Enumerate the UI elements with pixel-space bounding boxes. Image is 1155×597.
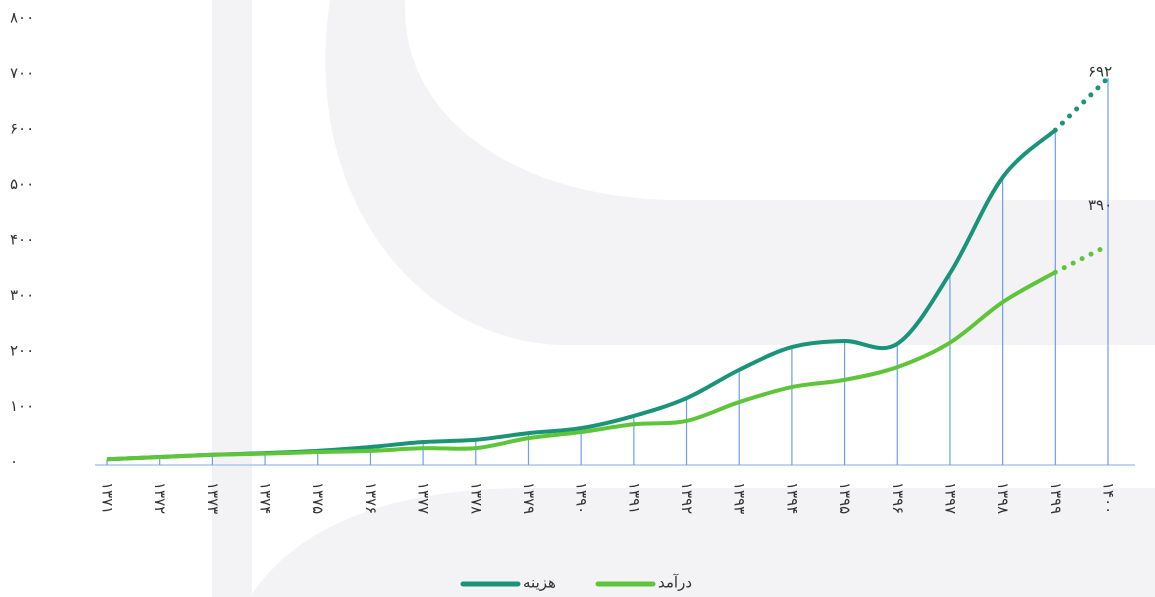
x-tick-label: ۱۳۷۷: [415, 482, 433, 514]
y-tick-label: ۵۰۰: [10, 175, 34, 193]
background-shape: [250, 488, 1155, 597]
x-tick-label: ۱۳۷۲: [151, 482, 169, 514]
x-tick-label: ۱۳۹۹: [1047, 482, 1065, 514]
x-tick-label: ۱۳۹۲: [678, 482, 696, 514]
x-tick-label: ۱۳۷۱: [99, 482, 117, 514]
x-tick-label: ۱۳۹۵: [836, 482, 854, 514]
series-line-forecast: [1052, 75, 1111, 133]
x-tick-label: ۱۳۷۸: [467, 482, 485, 514]
x-tick-label: ۱۳۹۴: [783, 482, 801, 514]
y-tick-label: ۷۰۰: [10, 64, 34, 82]
data-label: ۳۹۰: [1088, 196, 1112, 214]
x-tick-label: ۱۳۷۵: [309, 482, 327, 514]
background-stripe: [212, 0, 252, 597]
x-tick-label: ۱۳۹۶: [889, 482, 907, 514]
x-tick-label: ۱۳۹۳: [731, 482, 749, 514]
y-tick-label: ۸۰۰: [10, 9, 34, 27]
y-tick-label: ۱۰۰: [10, 397, 34, 415]
x-tick-label: ۱۴۰۰: [1100, 482, 1118, 514]
x-tick-label: ۱۳۹۸: [994, 482, 1012, 514]
x-tick-label: ۱۳۷۹: [520, 482, 538, 514]
legend-label: هزینه: [523, 574, 556, 592]
y-tick-label: ۳۰۰: [10, 286, 34, 304]
data-label: ۶۹۲: [1088, 62, 1112, 80]
y-tick-label: ۰: [10, 453, 18, 471]
y-tick-label: ۶۰۰: [10, 120, 34, 138]
y-tick-label: ۴۰۰: [10, 231, 34, 249]
legend-label: درآمد: [658, 574, 692, 592]
background-shape: [325, 0, 1155, 345]
y-tick-label: ۲۰۰: [10, 342, 34, 360]
series-line: [106, 270, 1057, 462]
x-tick-label: ۱۳۷۶: [362, 482, 380, 514]
x-tick-label: ۱۳۹۱: [625, 482, 643, 514]
x-tick-label: ۱۳۷۳: [204, 482, 222, 514]
x-tick-label: ۱۳۹۷: [941, 482, 959, 514]
series-line-forecast: [1052, 243, 1111, 275]
x-tick-label: ۱۳۷۴: [257, 482, 275, 514]
x-tick-label: ۱۳۹۰: [573, 482, 591, 514]
